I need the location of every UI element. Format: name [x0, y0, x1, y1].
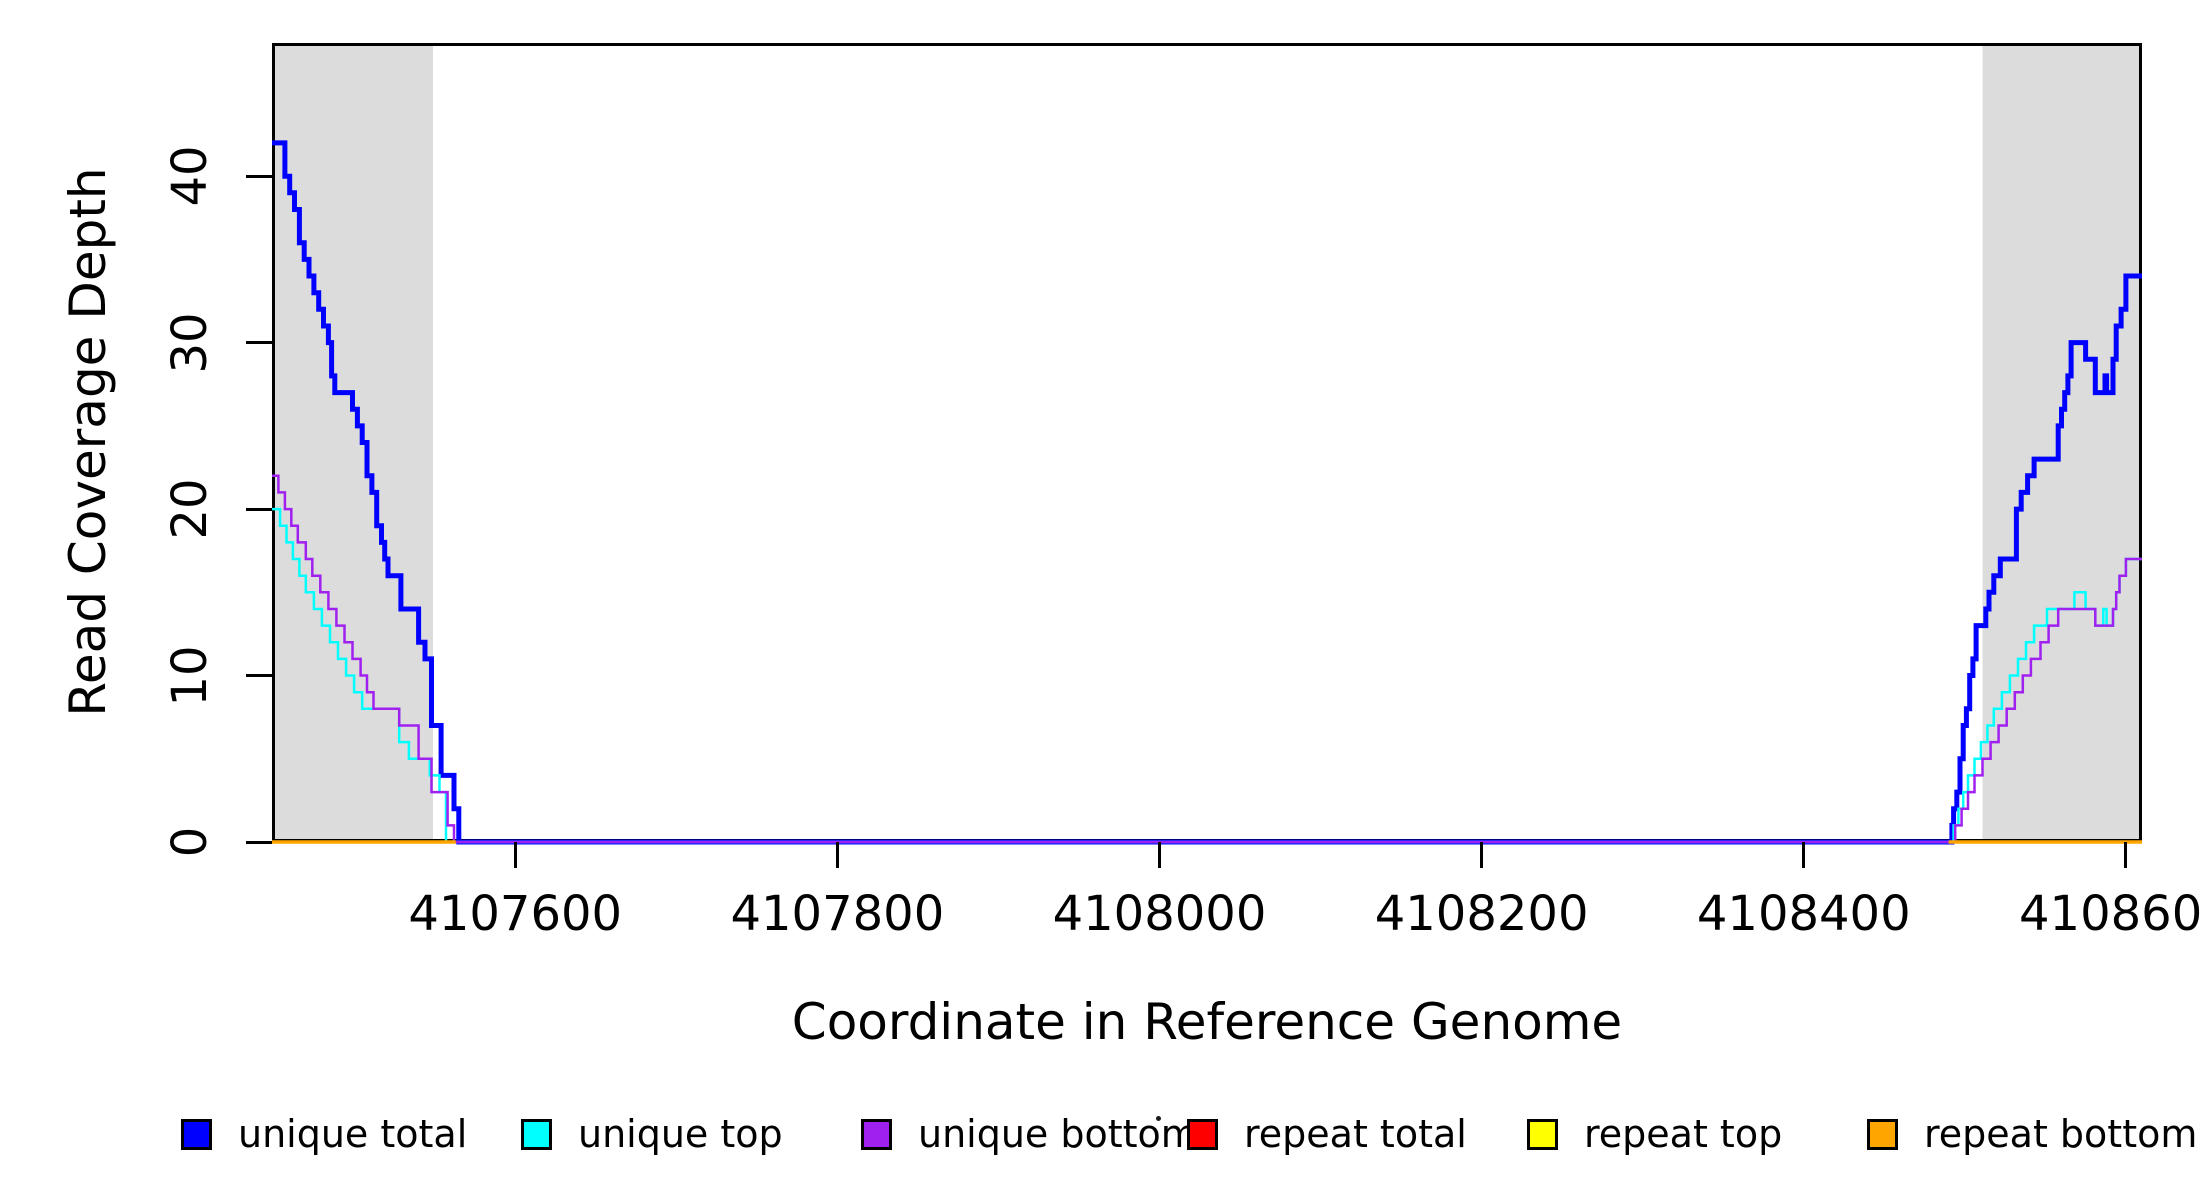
- legend-item-label: unique bottom: [918, 1112, 1198, 1156]
- x-axis-title: Coordinate in Reference Genome: [791, 993, 1623, 1051]
- unique-bottom-swatch-icon: [861, 1118, 892, 1150]
- x-tick-label: 4107800: [730, 886, 945, 942]
- x-tick-mark: [2124, 842, 2128, 868]
- legend-item-unique-top: unique top: [521, 1112, 783, 1156]
- y-tick-label: 30: [162, 312, 218, 374]
- series-unique-total: [272, 140, 2142, 845]
- y-tick-label: 0: [162, 826, 218, 858]
- x-tick-label: 4108200: [1374, 886, 1589, 942]
- y-tick-mark: [246, 341, 272, 345]
- y-axis-title: Read Coverage Depth: [59, 167, 117, 717]
- y-tick-mark: [246, 840, 272, 844]
- series-unique-bottom: [272, 474, 2142, 844]
- x-tick-label: 4107600: [408, 886, 623, 942]
- y-tick-label: 40: [162, 145, 218, 207]
- repeat-total-swatch-icon: [1187, 1118, 1218, 1150]
- x-tick-label: 4108400: [1696, 886, 1911, 942]
- y-tick-mark: [246, 174, 272, 178]
- plot-border: [272, 43, 2142, 842]
- legend-item-unique-bottom: unique bottom: [861, 1112, 1198, 1156]
- x-tick-label: 4108000: [1052, 886, 1267, 942]
- y-tick-mark: [246, 674, 272, 678]
- x-tick-mark: [513, 842, 517, 868]
- y-tick-mark: [246, 507, 272, 511]
- legend-item-unique-total: unique total: [181, 1112, 467, 1156]
- legend-item-label: unique top: [578, 1112, 783, 1156]
- unique-top-swatch-icon: [521, 1118, 552, 1150]
- legend-item-label: repeat bottom: [1924, 1112, 2198, 1156]
- legend-item-label: unique total: [238, 1112, 468, 1156]
- x-tick-mark: [1480, 842, 1484, 868]
- legend-item-repeat-bottom: repeat bottom: [1867, 1112, 2197, 1156]
- unique-total-swatch-icon: [181, 1118, 212, 1150]
- repeat-top-swatch-icon: [1527, 1118, 1558, 1150]
- repeat-bottom-swatch-icon: [1867, 1118, 1898, 1150]
- legend-item-repeat-top: repeat top: [1527, 1112, 1782, 1156]
- x-tick-mark: [1157, 842, 1161, 868]
- series-unique-top: [272, 507, 2142, 844]
- y-tick-label: 10: [162, 644, 218, 707]
- legend-item-label: repeat top: [1584, 1112, 1783, 1156]
- coverage-plot-canvas: [272, 43, 2142, 845]
- x-tick-mark: [835, 842, 839, 868]
- y-tick-label: 20: [162, 478, 218, 540]
- legend-item-repeat-total: repeat total: [1187, 1112, 1467, 1156]
- plot-area: [272, 43, 2142, 845]
- repeat-region-band: [272, 43, 434, 842]
- legend-item-label: repeat total: [1244, 1112, 1467, 1156]
- x-tick-mark: [1802, 842, 1806, 868]
- stray-dot: [1156, 1116, 1161, 1121]
